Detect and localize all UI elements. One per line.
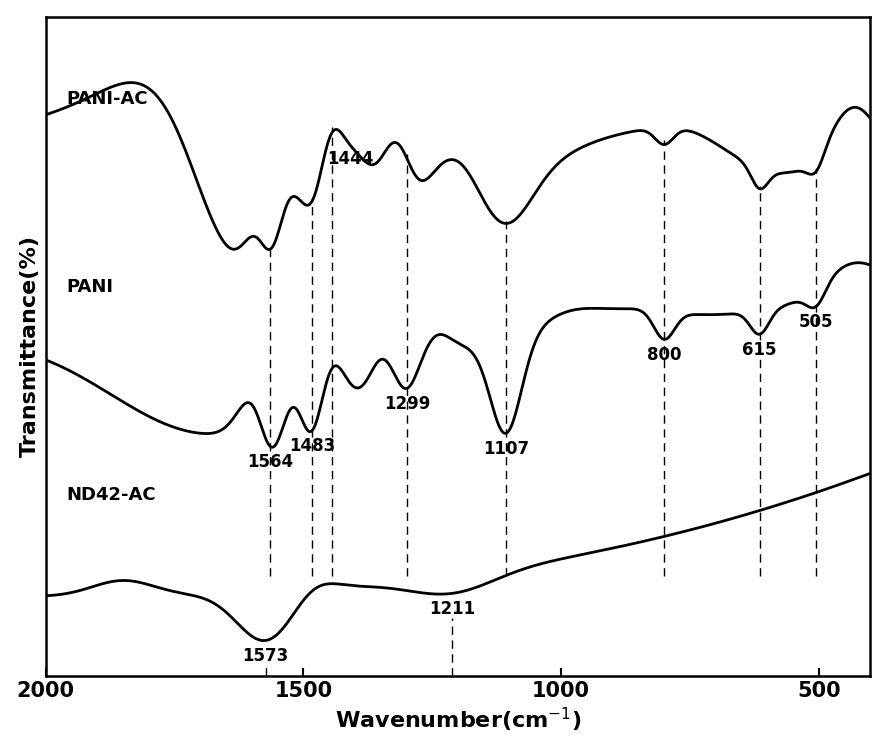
Text: 1444: 1444 <box>327 150 373 168</box>
Y-axis label: Transmittance(%): Transmittance(%) <box>20 235 40 457</box>
Text: 1564: 1564 <box>247 453 293 471</box>
Text: 505: 505 <box>798 313 833 331</box>
Text: ND42-AC: ND42-AC <box>66 486 156 504</box>
Text: 1107: 1107 <box>482 440 528 458</box>
Text: 800: 800 <box>646 346 680 364</box>
Text: PANI: PANI <box>66 278 113 296</box>
Text: 615: 615 <box>742 341 776 359</box>
Text: 1211: 1211 <box>429 600 475 618</box>
Text: PANI-AC: PANI-AC <box>66 89 148 107</box>
Text: 1483: 1483 <box>289 437 335 455</box>
Text: 1299: 1299 <box>384 395 430 413</box>
X-axis label: Wavenumber(cm$^{-1}$): Wavenumber(cm$^{-1}$) <box>334 706 580 734</box>
Text: 1573: 1573 <box>243 647 289 665</box>
